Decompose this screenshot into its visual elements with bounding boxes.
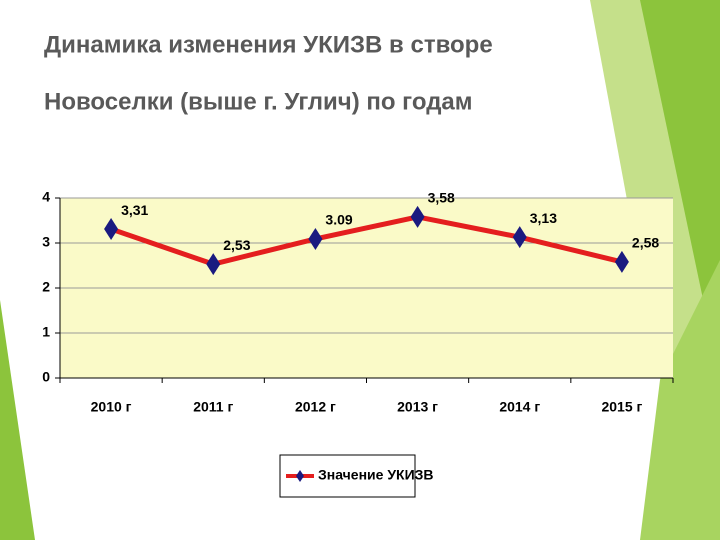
decoration [0,300,35,540]
x-tick-label: 2011 г [193,399,233,415]
value-label: 3,58 [428,190,455,206]
legend-label: Значение УКИЗВ [318,467,434,483]
marker [308,227,323,250]
marker [512,226,527,249]
marker [614,250,629,273]
value-label: 3,31 [121,202,148,218]
y-tick-label: 0 [42,369,50,385]
title-line: Динамика изменения УКИЗВ в створе [44,31,493,58]
y-tick-label: 3 [42,234,50,250]
x-tick-label: 2012 г [295,399,336,415]
value-label: 2,58 [632,235,659,251]
value-label: 3,13 [530,210,557,226]
marker [104,218,119,241]
x-tick-label: 2015 г [601,399,642,415]
x-tick-label: 2013 г [397,399,438,415]
decoration [640,0,720,380]
legend-marker [296,470,304,482]
decoration [640,260,720,540]
marker [410,205,425,228]
y-tick-label: 1 [42,324,50,340]
title-line: Новоселки (выше г. Углич) по годам [44,88,473,115]
x-tick-label: 2014 г [499,399,540,415]
y-tick-label: 2 [42,279,50,295]
value-label: 2,53 [223,237,250,253]
y-tick-label: 4 [42,189,50,205]
value-label: 3.09 [325,212,352,228]
x-tick-label: 2010 г [91,399,132,415]
line [110,214,623,267]
marker [206,253,221,276]
